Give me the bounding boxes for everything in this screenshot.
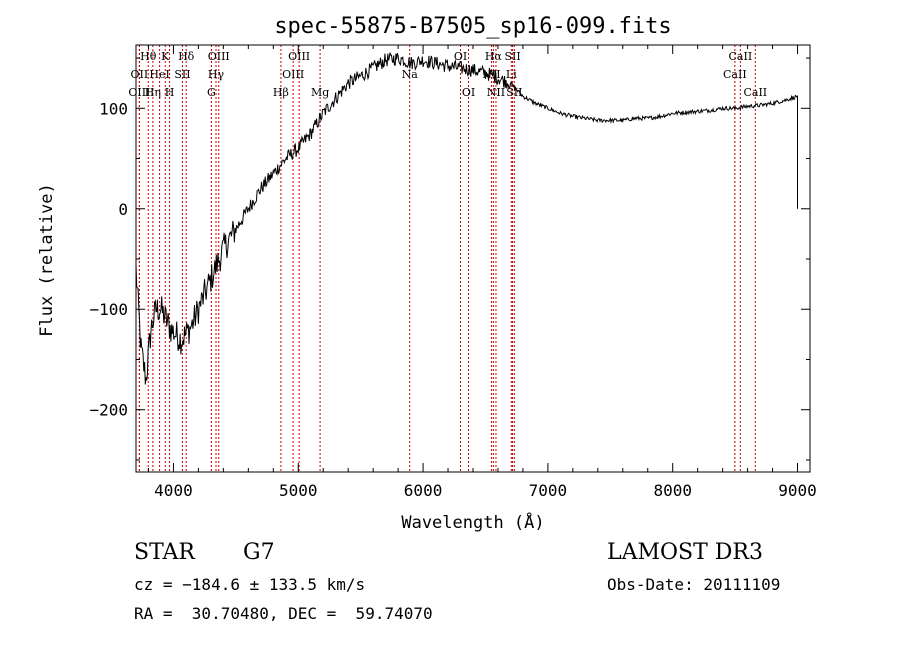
line-label-27: CaII (743, 86, 767, 99)
object-subclass: G7 (243, 540, 275, 565)
line-label-25: CaII (729, 50, 753, 63)
line-label-1: OII (131, 68, 149, 81)
line-label-21: NII (487, 86, 505, 99)
line-labels: Hθ OII OIII K HeI Hη SII H Hδ OIII Hγ G OIII OIII Hβ Mg… (128, 50, 767, 99)
line-markers (138, 45, 756, 472)
coordinates: RA = 30.70480, DEC = 59.74070 (134, 604, 433, 623)
line-label-18: OI (462, 86, 475, 99)
line-label-7: H (165, 86, 175, 99)
x-tick-label: 4000 (154, 481, 193, 500)
line-label-14: Hβ (273, 86, 289, 99)
y-tick-label: −100 (89, 300, 128, 319)
y-tick-label: 0 (118, 200, 128, 219)
line-label-24: SII (506, 86, 522, 99)
line-label-2: OIII (128, 86, 150, 99)
survey-name: LAMOST DR3 (607, 540, 763, 565)
line-label-26: CaII (723, 68, 747, 81)
x-tick-label: 5000 (279, 481, 318, 500)
line-label-6: SII (174, 68, 190, 81)
line-label-10: Hγ (208, 68, 225, 81)
line-label-17: OI (454, 50, 467, 63)
y-tick-label: 100 (99, 99, 128, 118)
x-tick-label: 8000 (653, 481, 692, 500)
plot-frame (135, 44, 811, 473)
chart-title: spec-55875-B7505_sp16-099.fits (274, 14, 671, 39)
y-tick-label: −200 (89, 401, 128, 420)
line-label-15: Mg (311, 86, 329, 99)
line-label-22: SII (504, 50, 520, 63)
line-label-19: Hα (485, 50, 503, 63)
line-label-9: OIII (208, 50, 230, 63)
line-label-12: OIII (288, 50, 310, 63)
line-label-23: Li (506, 68, 517, 81)
spectrum-series (135, 52, 798, 385)
line-label-13: OIII (282, 68, 304, 81)
line-label-16: Na (402, 68, 419, 81)
x-axis-ticks: 4000 5000 6000 7000 8000 9000 (147, 45, 817, 500)
line-label-0: Hθ (140, 50, 157, 63)
line-label-11: G (207, 86, 216, 99)
line-label-4: HeI (149, 68, 169, 81)
object-class: STAR (134, 540, 195, 565)
line-label-8: Hδ (178, 50, 195, 63)
y-axis-label: Flux (relative) (37, 183, 57, 337)
y-axis-ticks: −200 −100 0 100 (89, 57, 810, 461)
obs-date: Obs-Date: 20111109 (607, 575, 781, 594)
redshift-readout: cz = −184.6 ± 133.5 km/s (134, 575, 366, 594)
x-axis-label: Wavelength (Å) (401, 511, 544, 533)
line-label-5: Hη (145, 86, 161, 99)
x-tick-label: 7000 (529, 481, 568, 500)
x-tick-label: 6000 (404, 481, 443, 500)
line-label-3: K (161, 50, 170, 63)
x-tick-label: 9000 (778, 481, 817, 500)
